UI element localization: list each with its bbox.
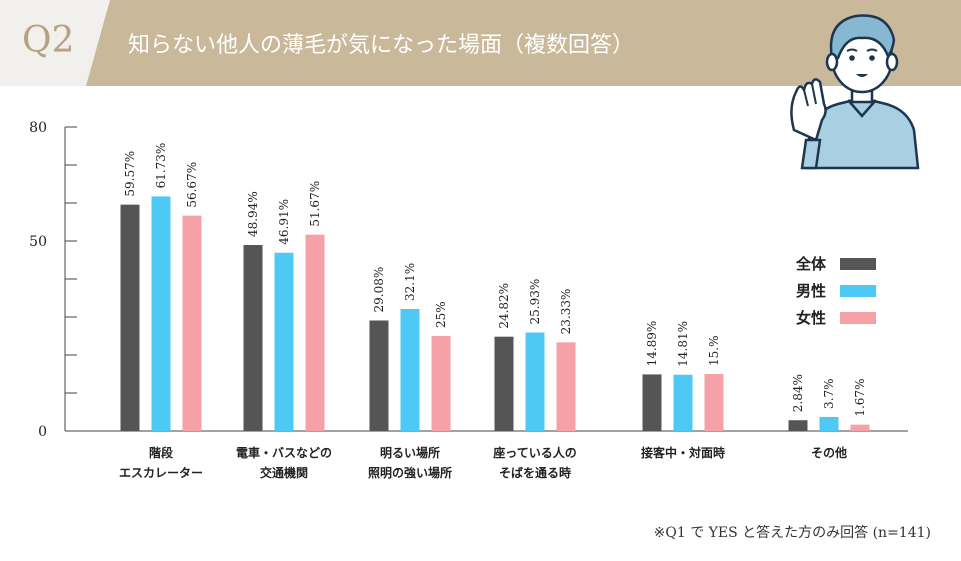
- bar: [120, 204, 140, 431]
- header-bar: [0, 0, 961, 86]
- bar: [369, 320, 389, 431]
- data-label: 51.67%: [308, 181, 322, 227]
- legend-label: 全体: [795, 255, 827, 273]
- legend-swatch: [840, 312, 876, 324]
- page-title: 知らない他人の薄毛が気になった場面（複数回答）: [128, 33, 635, 58]
- data-label: 3.7%: [822, 378, 836, 409]
- data-label: 2.84%: [791, 374, 805, 412]
- category-label: 階段: [149, 445, 174, 460]
- y-tick-label: 80: [29, 120, 47, 136]
- data-label: 25%: [434, 301, 448, 328]
- data-label: 59.57%: [123, 151, 137, 197]
- bar: [642, 374, 662, 431]
- bar: [850, 424, 870, 431]
- category-label: 電車・バスなどの: [236, 445, 332, 460]
- bar: [704, 374, 724, 431]
- legend-swatch: [840, 285, 876, 297]
- data-label: 14.89%: [645, 321, 659, 367]
- person-illustration-icon: [790, 14, 920, 170]
- data-label: 48.94%: [246, 191, 260, 237]
- data-label: 14.81%: [676, 321, 690, 367]
- data-label: 24.82%: [497, 283, 511, 329]
- category-label: 交通機関: [260, 465, 308, 480]
- bar: [494, 336, 514, 431]
- bar: [274, 252, 294, 431]
- data-label: 32.1%: [403, 263, 417, 301]
- y-tick-label: 50: [29, 234, 47, 250]
- bar: [673, 374, 693, 431]
- y-tick-label: 0: [38, 424, 47, 440]
- legend-swatch: [840, 258, 876, 270]
- category-label: 照明の強い場所: [368, 465, 452, 480]
- category-label: 接客中・対面時: [641, 445, 725, 460]
- bar: [243, 245, 263, 431]
- category-label: その他: [811, 445, 847, 460]
- category-label: 座っている人の: [492, 445, 576, 460]
- question-number: Q2: [22, 20, 75, 61]
- data-label: 56.67%: [185, 162, 199, 208]
- bar: [400, 309, 420, 431]
- data-label: 46.91%: [277, 199, 291, 245]
- data-label: 23.33%: [559, 289, 573, 335]
- data-label: 25.93%: [528, 279, 542, 325]
- data-label: 15.%: [707, 336, 721, 367]
- footnote: ※Q1 で YES と答えた方のみ回答 (n=141): [653, 525, 931, 541]
- category-label: そばを通る時: [499, 465, 571, 480]
- category-label: エスカレーター: [119, 466, 203, 480]
- bar: [556, 342, 576, 431]
- bar: [819, 416, 839, 431]
- bar: [431, 336, 451, 431]
- category-label: 明るい場所: [380, 445, 440, 460]
- data-label: 1.67%: [853, 379, 867, 417]
- bar: [525, 332, 545, 431]
- legend-label: 男性: [796, 282, 826, 300]
- data-label: 61.73%: [154, 143, 168, 189]
- legend-label: 女性: [796, 309, 826, 327]
- bar: [151, 196, 171, 431]
- bar: [182, 215, 202, 431]
- data-label: 29.08%: [372, 267, 386, 313]
- bar: [305, 234, 325, 431]
- bar: [788, 420, 808, 431]
